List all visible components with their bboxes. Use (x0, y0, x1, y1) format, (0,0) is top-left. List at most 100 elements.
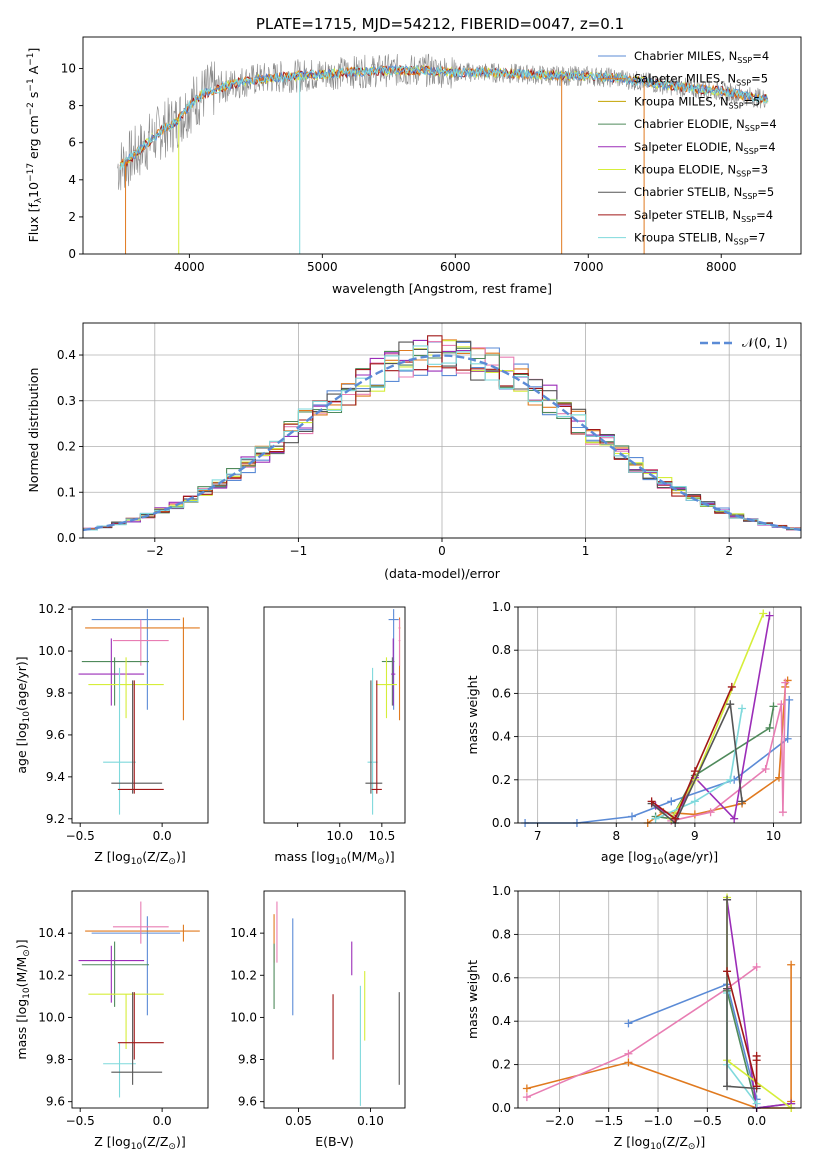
label-part: (M/M (347, 849, 378, 864)
label-part: (Z/Z (662, 1134, 688, 1149)
legend-text: Chabrier STELIB, N (634, 185, 742, 199)
mass-weight-marker (723, 967, 732, 976)
mass-weight-marker (651, 814, 660, 823)
x-axis-label: Z [log10(Z/Z⊙)] (614, 1134, 705, 1152)
x-axis-label: age [log10(age/yr)] (601, 849, 718, 867)
x-tick-label: 5000 (307, 260, 338, 274)
x-tick-label: −2.0 (545, 1114, 574, 1128)
y-tick-label: 10.4 (38, 926, 65, 940)
mass-weight-vs-metallicity-panel: −2.0 −1.5 −1.0 −0.5 0.0 0.0 0.2 0.4 0.6 0.8 1.0 Z [… (465, 884, 802, 1152)
label-script: ⊙ (377, 857, 385, 867)
legend-text: =4 (752, 49, 769, 63)
y-tick-label: 9.2 (46, 812, 65, 826)
label-part: )] (176, 1134, 186, 1149)
mass-weight-line (651, 686, 733, 820)
x-tick-label: 10.5 (368, 829, 395, 843)
x-tick-label: 2 (725, 544, 733, 558)
label-part: −1 (26, 78, 36, 91)
y-tick-label: 0.0 (492, 1101, 511, 1115)
label-part: A (26, 65, 41, 78)
y-tick-label: 0.6 (492, 686, 511, 700)
mass-weight-marker (759, 609, 768, 618)
label-part: λ (34, 197, 44, 203)
legend-sub: SSP (744, 147, 759, 156)
y-tick-label: 0.3 (57, 394, 76, 408)
x-tick-label: 7 (534, 829, 542, 843)
legend-entry: 𝒩(0, 1) (742, 335, 788, 350)
y-tick-label: 10.2 (38, 968, 65, 982)
mass-weight-marker (690, 767, 699, 776)
mass-weight-marker (627, 812, 636, 821)
x-tick-label: 6000 (440, 260, 471, 274)
label-part: Flux [f (26, 203, 41, 243)
mass-vs-extinction-panel: 0.05 0.10 9.6 9.8 10.0 10.2 10.4 E(B-V) (230, 890, 406, 1149)
label-part: −1 (26, 53, 36, 66)
axes-frame (263, 606, 406, 824)
mass-weight-marker (667, 797, 676, 806)
y-tick-label: 10.2 (230, 968, 257, 982)
label-script: ⊙ (168, 857, 176, 867)
legend-text: Kroupa MILES, N (634, 94, 729, 108)
legend-entry: Kroupa STELIB, NSSP=7 (634, 231, 765, 247)
mass-weight-marker (752, 962, 761, 971)
x-tick-label: −0.5 (693, 1114, 722, 1128)
legend-text: Salpeter STELIB, N (634, 208, 741, 222)
y-tick-label: 0.2 (57, 440, 76, 454)
x-tick-label: 8000 (706, 260, 737, 274)
mass-weight-marker (522, 1084, 531, 1093)
mass-weight-marker (723, 984, 732, 993)
x-tick-label: 7000 (573, 260, 604, 274)
y-axis-label: mass weight (465, 675, 480, 754)
y-axis-label: Flux [fλ10−17 erg cm−2 s−1 A−1] (26, 48, 44, 243)
y-tick-label: 0.6 (492, 971, 511, 985)
mass-weight-marker (624, 1058, 633, 1067)
age-vs-mass-panel: 10.0 10.5 mass [log10(M/M⊙)] (263, 606, 406, 867)
x-tick-label: 0.0 (153, 829, 172, 843)
x-axis-label: Z [log10(Z/Z⊙)] (94, 1134, 185, 1152)
histogram-step (83, 335, 801, 530)
y-tick-label: 10.0 (38, 644, 65, 658)
mass-weight-marker (765, 611, 774, 620)
label-script: ⊙ (168, 1142, 176, 1152)
mass-weight-marker (726, 775, 735, 784)
x-tick-label: 9 (691, 829, 699, 843)
legend-text: =5 (744, 94, 761, 108)
axes-frame (71, 606, 209, 824)
x-tick-label: 1 (582, 544, 590, 558)
label-part: )] (14, 939, 29, 949)
histogram-step (83, 345, 801, 531)
mass-weight-marker (727, 682, 736, 691)
label-part: )] (176, 849, 186, 864)
x-tick-label: −1.0 (643, 1114, 672, 1128)
y-tick-label: 9.8 (46, 686, 65, 700)
legend-text: Kroupa ELODIE, N (634, 163, 736, 177)
mass-weight-marker (785, 695, 794, 704)
x-tick-label: 4000 (174, 260, 205, 274)
y-tick-label: 0.2 (492, 1058, 511, 1072)
y-tick-label: 9.8 (238, 1053, 257, 1067)
mass-weight-marker (752, 1051, 761, 1060)
axes-frame (263, 890, 406, 1109)
y-tick-label: 10.0 (38, 1010, 65, 1024)
mass-weight-marker (624, 1049, 633, 1058)
label-part: −2 (26, 102, 36, 115)
mass-weight-marker (730, 814, 739, 823)
mass-weight-marker (522, 1093, 531, 1102)
legend-sub: SSP (736, 170, 751, 179)
mass-weight-marker (738, 797, 747, 806)
legend-text: Chabrier MILES, N (634, 49, 737, 63)
y-tick-label: 9.6 (46, 1095, 65, 1109)
y-tick-label: 2 (68, 210, 76, 224)
y-tick-label: 10.4 (230, 926, 257, 940)
label-part: )] (385, 849, 395, 864)
label-script: ⊙ (22, 949, 32, 957)
label-part: age [log (14, 722, 29, 773)
label-part: )] (695, 1134, 705, 1149)
mass-weight-marker (723, 1082, 732, 1091)
x-tick-label: 10.0 (326, 829, 353, 843)
legend-entry: Salpeter MILES, NSSP=5 (634, 72, 768, 88)
label-part: Z [log (94, 849, 130, 864)
legend-text: =4 (756, 208, 773, 222)
x-tick-label: 0.0 (153, 1114, 172, 1128)
